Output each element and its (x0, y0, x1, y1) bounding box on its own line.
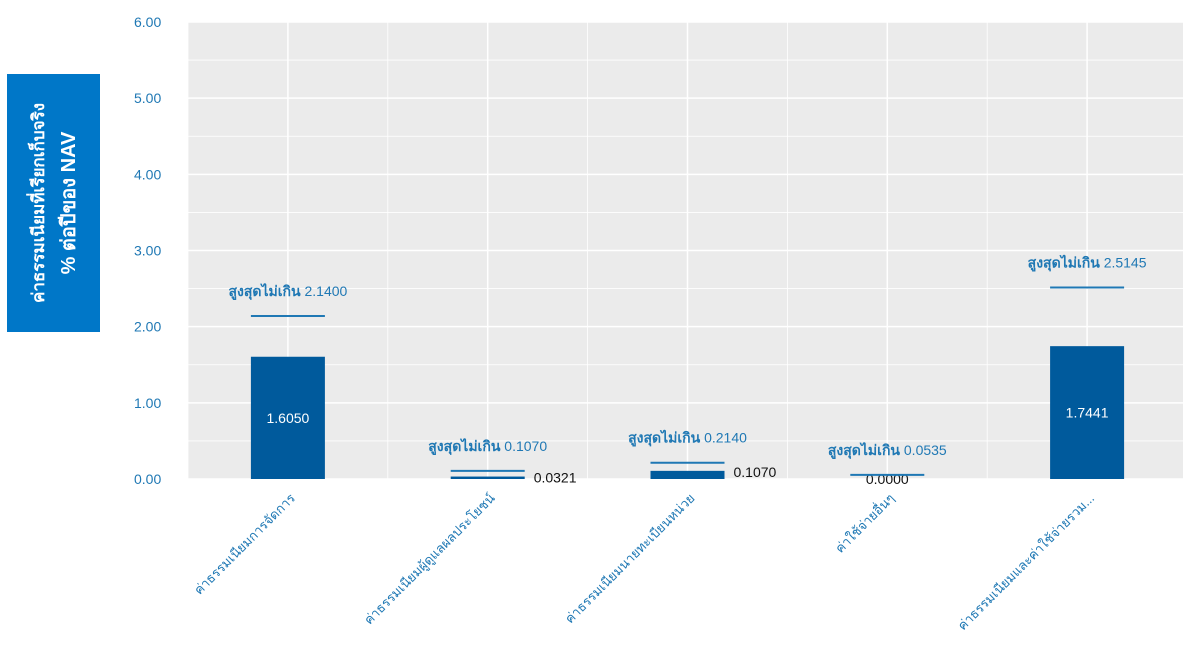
max-limit-label: สูงสุดไม่เกิน 0.1070 (428, 437, 547, 455)
bar (650, 470, 725, 479)
max-limit-prefix: สูงสุดไม่เกิน (228, 282, 304, 300)
max-limit-label: สูงสุดไม่เกิน 0.2140 (628, 429, 747, 447)
category-label: ค่าธรรมเนียมและค่าใช้จ่ายรวม... (955, 491, 1098, 634)
category-label: ค่าธรรมเนียมผู้ดูแลผลประโยชน์ (361, 490, 499, 628)
max-limit-value: 2.5145 (1104, 254, 1147, 270)
bar-value-label: 1.7441 (1066, 405, 1109, 421)
max-limit-label: สูงสุดไม่เกิน 2.1400 (228, 282, 347, 300)
max-limit-value: 0.0535 (904, 442, 947, 458)
y-tick-label: 3.00 (134, 243, 161, 259)
y-tick-label: 5.00 (134, 90, 161, 106)
max-limit-prefix: สูงสุดไม่เกิน (428, 437, 504, 455)
max-limit-prefix: สูงสุดไม่เกิน (828, 441, 904, 459)
bar (450, 476, 525, 479)
bar-value-label: 0.0321 (534, 470, 577, 486)
bar-value-label: 0.0000 (866, 471, 909, 487)
y-tick-label: 4.00 (134, 166, 161, 182)
max-limit-label: สูงสุดไม่เกิน 2.5145 (1028, 253, 1147, 271)
max-limit-value: 2.1400 (304, 283, 347, 299)
bar (250, 356, 325, 479)
category-label: ค่าธรรมเนียมการจัดการ (191, 491, 298, 598)
category-label: ค่าธรรมเนียมนายทะเบียนหน่วย (562, 491, 698, 627)
y-tick-label: 2.00 (134, 319, 161, 335)
y-axis-title-box: ค่าธรรมเนียมที่เรียกเก็บจริง % ต่อปีของ … (7, 74, 100, 332)
bar-value-label: 1.6050 (266, 410, 309, 426)
bar (1050, 346, 1125, 479)
y-tick-label: 0.00 (134, 471, 161, 487)
max-limit-prefix: สูงสุดไม่เกิน (628, 429, 704, 447)
max-limit-prefix: สูงสุดไม่เกิน (1028, 253, 1104, 271)
category-label: ค่าใช้จ่ายอื่นๆ (831, 490, 897, 556)
y-tick-label: 6.00 (134, 14, 161, 30)
max-limit-label: สูงสุดไม่เกิน 0.0535 (828, 441, 947, 459)
y-tick-label: 1.00 (134, 395, 161, 411)
max-limit-value: 0.1070 (504, 438, 547, 454)
max-limit-value: 0.2140 (704, 430, 747, 446)
bar-value-label: 0.1070 (734, 464, 777, 480)
